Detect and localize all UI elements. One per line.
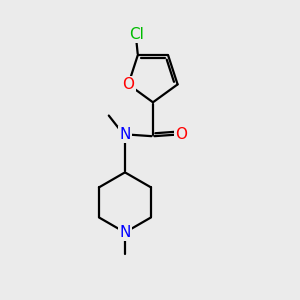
Text: N: N (119, 127, 131, 142)
Text: O: O (122, 77, 134, 92)
Text: O: O (175, 127, 187, 142)
Text: Cl: Cl (129, 27, 144, 42)
Text: N: N (119, 225, 131, 240)
